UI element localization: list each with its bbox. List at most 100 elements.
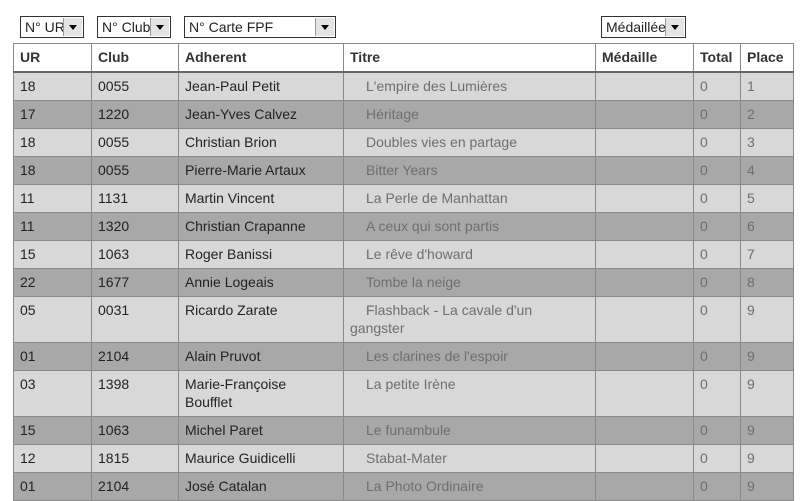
- ur-cell: 15: [13, 240, 92, 269]
- adherent-cell: Roger Banissi: [178, 240, 344, 269]
- titre-cell: La Perle de Manhattan: [343, 184, 596, 213]
- ur-cell: 18: [13, 71, 92, 101]
- ur-cell: 11: [13, 212, 92, 241]
- total-cell: 0: [693, 370, 741, 417]
- place-cell: 5: [740, 184, 794, 213]
- result-row: 03 1398 Marie-Françoise Boufflet La petite …: [13, 370, 794, 417]
- result-row: 01 2104 Alain Pruvot Les clarines de l'espo…: [13, 342, 794, 371]
- medaille-cell: [595, 212, 694, 241]
- club-filter[interactable]: N° Club: [97, 16, 171, 38]
- result-row: 11 1131 Martin Vincent La Perle de Manhatta…: [13, 184, 794, 213]
- column-header: Adherent: [178, 43, 344, 73]
- medaille-cell: [595, 416, 694, 445]
- place-cell: 1: [740, 71, 794, 101]
- club-cell: 1131: [91, 184, 179, 213]
- club-cell: 0055: [91, 71, 179, 101]
- medaille-cell: [595, 240, 694, 269]
- medaille-cell: [595, 342, 694, 371]
- medaille-cell: [595, 184, 694, 213]
- club-cell: 1220: [91, 100, 179, 129]
- club-cell: 2104: [91, 342, 179, 371]
- filter-label: N° Carte FPF: [189, 19, 274, 35]
- titre-cell: Stabat-Mater: [343, 444, 596, 473]
- result-row: 17 1220 Jean-Yves Calvez Héritage 0 2: [13, 100, 794, 129]
- titre-cell: Flashback - La cavale d'un gangster: [343, 296, 596, 343]
- result-row: 12 1815 Maurice Guidicelli Stabat-Mater 0 9: [13, 444, 794, 473]
- medaille-cell: [595, 71, 694, 101]
- column-header: Titre: [343, 43, 596, 73]
- total-cell: 0: [693, 416, 741, 445]
- medaille-cell: [595, 128, 694, 157]
- place-cell: 9: [740, 416, 794, 445]
- medaille-cell: [595, 370, 694, 417]
- medaille-cell: [595, 268, 694, 297]
- header-row: UR Club Adherent Titre Médaille Total Place: [13, 43, 794, 73]
- total-cell: 0: [693, 128, 741, 157]
- total-cell: 0: [693, 268, 741, 297]
- result-row: 15 1063 Roger Banissi Le rêve d'howard 0 7: [13, 240, 794, 269]
- place-cell: 9: [740, 370, 794, 417]
- total-cell: 0: [693, 184, 741, 213]
- adherent-cell: Christian Brion: [178, 128, 344, 157]
- total-cell: 0: [693, 71, 741, 101]
- filter-label: N° Club: [102, 19, 151, 35]
- place-cell: 3: [740, 128, 794, 157]
- total-cell: 0: [693, 444, 741, 473]
- adherent-cell: Michel Paret: [178, 416, 344, 445]
- result-row: 18 0055 Jean-Paul Petit L'empire des Lumièr…: [13, 71, 794, 101]
- club-cell: 1815: [91, 444, 179, 473]
- column-header: Club: [91, 43, 179, 73]
- place-cell: 8: [740, 268, 794, 297]
- place-cell: 4: [740, 156, 794, 185]
- titre-cell: L'empire des Lumières: [343, 71, 596, 101]
- result-row: 22 1677 Annie Logeais Tombe la neige 0 8: [13, 268, 794, 297]
- result-row: 05 0031 Ricardo Zarate Flashback - La caval…: [13, 296, 794, 343]
- card-filter[interactable]: N° Carte FPF: [184, 16, 336, 38]
- ur-cell: 22: [13, 268, 92, 297]
- titre-cell: A ceux qui sont partis: [343, 212, 596, 241]
- titre-cell: Doubles vies en partage: [343, 128, 596, 157]
- titre-cell: Le funambule: [343, 416, 596, 445]
- place-cell: 6: [740, 212, 794, 241]
- column-header: UR: [13, 43, 92, 73]
- results-table: UR Club Adherent Titre Médaille Total Place 18…: [13, 43, 794, 501]
- ur-cell: 12: [13, 444, 92, 473]
- adherent-cell: Jean-Paul Petit: [178, 71, 344, 101]
- titre-cell: Héritage: [343, 100, 596, 129]
- adherent-cell: Pierre-Marie Artaux: [178, 156, 344, 185]
- titre-cell: Les clarines de l'espoir: [343, 342, 596, 371]
- medaille-cell: [595, 156, 694, 185]
- club-cell: 1320: [91, 212, 179, 241]
- ur-cell: 18: [13, 128, 92, 157]
- column-header: Total: [693, 43, 741, 73]
- club-cell: 0055: [91, 156, 179, 185]
- club-cell: 1677: [91, 268, 179, 297]
- club-cell: 1398: [91, 370, 179, 417]
- ur-cell: 18: [13, 156, 92, 185]
- adherent-cell: Martin Vincent: [178, 184, 344, 213]
- titre-cell: Bitter Years: [343, 156, 596, 185]
- medal-filter[interactable]: Médaillée: [601, 16, 686, 38]
- titre-cell: Le rêve d'howard: [343, 240, 596, 269]
- medaille-cell: [595, 100, 694, 129]
- ur-cell: 11: [13, 184, 92, 213]
- ur-cell: 17: [13, 100, 92, 129]
- ur-cell: 03: [13, 370, 92, 417]
- ur-filter[interactable]: N° UR: [20, 16, 84, 38]
- adherent-cell: Annie Logeais: [178, 268, 344, 297]
- ur-cell: 01: [13, 342, 92, 371]
- column-header: Place: [740, 43, 794, 73]
- titre-cell: Tombe la neige: [343, 268, 596, 297]
- place-cell: 9: [740, 444, 794, 473]
- place-cell: 9: [740, 296, 794, 343]
- adherent-cell: Alain Pruvot: [178, 342, 344, 371]
- filter-label: N° UR: [25, 19, 65, 35]
- adherent-cell: Marie-Françoise Boufflet: [178, 370, 344, 417]
- place-cell: 7: [740, 240, 794, 269]
- ur-cell: 15: [13, 416, 92, 445]
- total-cell: 0: [693, 156, 741, 185]
- adherent-cell: Jean-Yves Calvez: [178, 100, 344, 129]
- page: N° UR N° Club N° Carte FPF Médaillée UR C…: [13, 16, 794, 501]
- medaille-cell: [595, 444, 694, 473]
- titre-cell: La petite Irène: [343, 370, 596, 417]
